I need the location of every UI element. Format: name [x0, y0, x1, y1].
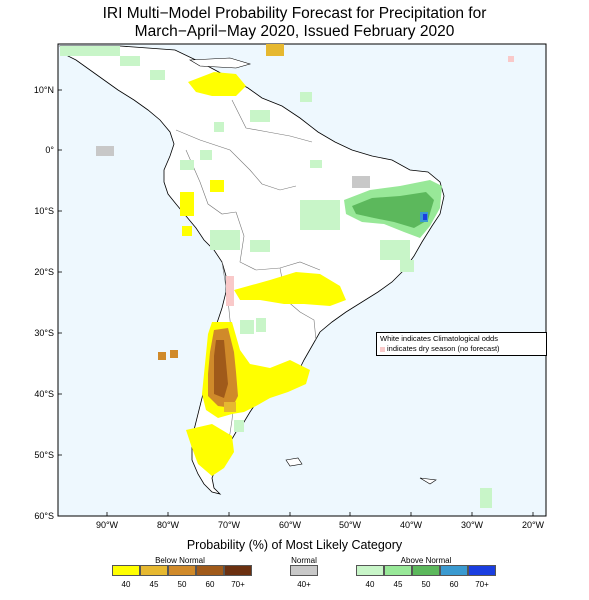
legend-below-normal-label: Below Normal — [155, 556, 205, 565]
lon-label: 30°W — [461, 520, 484, 530]
lon-label: 80°W — [157, 520, 180, 530]
lat-label: 10°S — [34, 206, 54, 216]
above-normal-region — [344, 180, 442, 238]
legend-swatch-normal-40+ — [290, 565, 318, 576]
legend-swatch-label: 40 — [365, 580, 375, 589]
legend-swatch-below-40 — [112, 565, 140, 576]
legend-swatch-label: 70+ — [231, 580, 245, 589]
note-line-1: White indicates Climatological odds — [380, 334, 498, 343]
normal-regions — [96, 146, 370, 188]
map-title-line-1: IRI Multi−Model Probability Forecast for… — [102, 5, 487, 22]
falkland-islands — [285, 457, 303, 467]
legend-swatch-label: 60 — [205, 580, 215, 589]
note-line-2-row: indicates dry season (no forecast) — [380, 344, 543, 354]
longitude-labels: 90°W 80°W 70°W 60°W 50°W 40°W 30°W 20°W — [96, 520, 545, 530]
dry-season-swatch — [380, 346, 385, 352]
latitude-labels: 10°N 0° 10°S 20°S 30°S 40°S 50°S 60°S — [34, 85, 55, 521]
legend-swatch-label: 40 — [121, 580, 131, 589]
lat-label: 10°N — [34, 85, 54, 95]
legend-swatch-below-60 — [196, 565, 224, 576]
legend-swatch-above-70+ — [468, 565, 496, 576]
legend-swatch-below-70+ — [224, 565, 252, 576]
lon-label: 40°W — [400, 520, 423, 530]
dry-season-regions — [226, 56, 514, 306]
legend-swatch-label: 60 — [449, 580, 459, 589]
lon-label: 20°W — [522, 520, 545, 530]
south-georgia — [419, 477, 437, 485]
lat-label: 60°S — [34, 511, 54, 521]
legend-normal-label: Normal — [291, 556, 317, 565]
lat-label: 50°S — [34, 450, 54, 460]
lat-label: 40°S — [34, 389, 54, 399]
below-normal-regions — [158, 44, 346, 476]
note-line-2: indicates dry season (no forecast) — [387, 344, 500, 353]
legend-swatch-label: 45 — [149, 580, 159, 589]
legend-swatch-above-60 — [440, 565, 468, 576]
lat-label: 0° — [45, 145, 54, 155]
climatology-note: White indicates Climatological odds indi… — [376, 332, 547, 356]
legend-swatch-label: 45 — [393, 580, 403, 589]
legend-swatch-label: 50 — [421, 580, 431, 589]
legend-swatch-above-45 — [384, 565, 412, 576]
legend-swatch-above-50 — [412, 565, 440, 576]
lon-label: 70°W — [218, 520, 241, 530]
legend-swatch-above-40 — [356, 565, 384, 576]
above-normal-scattered — [60, 46, 492, 508]
lon-label: 50°W — [339, 520, 362, 530]
legend-swatch-label: 50 — [177, 580, 187, 589]
legend-title: Probability (%) of Most Likely Category — [186, 538, 403, 552]
caribbean-islands — [188, 57, 252, 69]
lon-label: 90°W — [96, 520, 119, 530]
lat-label: 20°S — [34, 267, 54, 277]
legend-swatch-label: 40+ — [297, 580, 311, 589]
legend-swatch-label: 70+ — [475, 580, 489, 589]
lon-label: 60°W — [279, 520, 302, 530]
map-title-line-2: March−April−May 2020, Issued February 20… — [134, 23, 455, 40]
axis-ticks — [58, 89, 534, 517]
legend-above-normal-label: Above Normal — [400, 556, 452, 565]
lat-label: 30°S — [34, 328, 54, 338]
legend-swatch-below-45 — [140, 565, 168, 576]
legend-swatch-below-50 — [168, 565, 196, 576]
